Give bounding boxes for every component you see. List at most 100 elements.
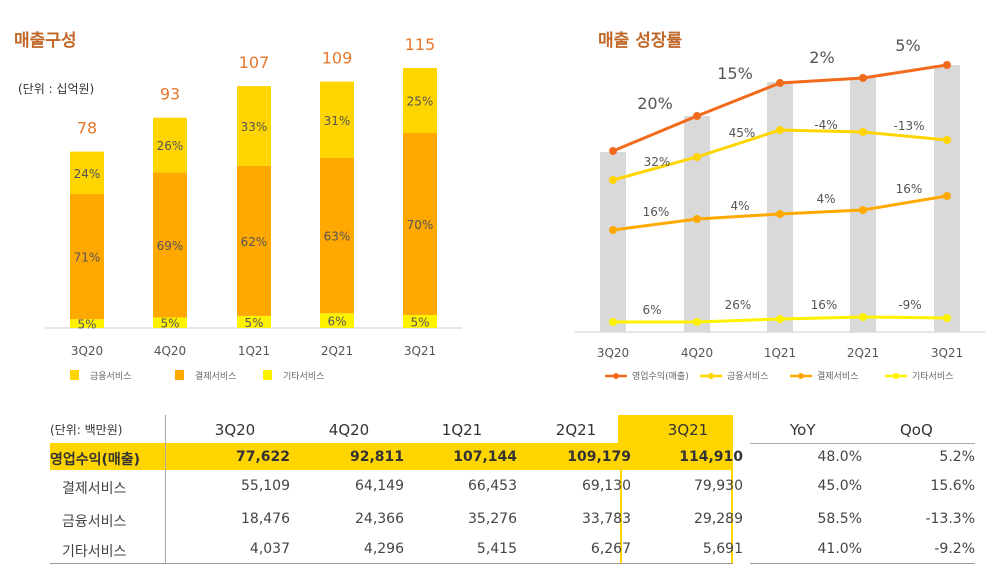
data-point [609, 147, 617, 155]
left-chart-unit: (단위 : 십억원) [18, 82, 95, 96]
bottom-rule [50, 563, 733, 564]
segment-label: 24% [74, 167, 101, 181]
growth-label: 16% [896, 182, 923, 196]
data-point [943, 314, 951, 322]
table-cell: 55,109 [241, 478, 290, 494]
right-chart-title: 매출 성장률 [598, 31, 683, 51]
x-tick-label: 4Q20 [154, 344, 186, 358]
segment-label: 26% [157, 139, 184, 153]
data-point [693, 215, 701, 223]
table-cell: 64,149 [355, 478, 404, 494]
growth-label: -4% [814, 118, 837, 132]
bar-segment [403, 68, 437, 133]
data-point [693, 153, 701, 161]
segment-label: 63% [324, 230, 351, 244]
data-point [943, 136, 951, 144]
qoq-cell: 5.2% [939, 449, 975, 465]
left-chart-title: 매출구성 [14, 31, 77, 51]
yoy-cell: 48.0% [817, 449, 862, 465]
legend-marker [613, 373, 619, 379]
segment-label: 6% [327, 315, 346, 329]
segment-label: 5% [244, 316, 263, 330]
segment-label: 5% [410, 316, 429, 330]
table-cell: 109,179 [567, 449, 631, 465]
qoq-cell: -9.2% [934, 541, 975, 557]
legend-label: 금융서비스 [727, 371, 768, 382]
data-point [859, 313, 867, 321]
table-cell: 18,476 [241, 511, 290, 527]
row-label: 기타서비스 [62, 544, 127, 560]
x-tick-label: 2Q21 [847, 346, 879, 360]
x-tick-label: 2Q21 [321, 344, 353, 358]
table-cell: 66,453 [468, 478, 517, 494]
data-point [776, 210, 784, 218]
legend-swatch [175, 370, 184, 380]
yoy-cell: 41.0% [817, 541, 862, 557]
table-cell: 107,144 [453, 449, 517, 465]
bar-segment [153, 117, 187, 173]
legend-marker [708, 373, 714, 379]
column-header: 1Q21 [441, 421, 483, 439]
total-label: 93 [160, 85, 180, 104]
data-point [943, 192, 951, 200]
yoy-cell: 45.0% [817, 478, 862, 494]
bar-segment [237, 165, 271, 316]
column-header: 3Q20 [214, 421, 256, 439]
data-point [776, 79, 784, 87]
data-point [609, 226, 617, 234]
growth-label: 5% [895, 36, 920, 55]
data-point [943, 61, 951, 69]
segment-label: 5% [77, 318, 96, 332]
highlight-border-left [620, 470, 622, 563]
revenue-bar [850, 78, 876, 332]
table-cell: 33,783 [582, 511, 631, 527]
segment-label: 33% [241, 120, 268, 134]
bar-segment [153, 172, 187, 318]
x-tick-label: 1Q21 [238, 344, 270, 358]
bar-segment [403, 315, 437, 328]
yoy-header: YoY [790, 421, 816, 439]
segment-label: 62% [241, 235, 268, 249]
bar-segment [70, 193, 104, 320]
bar-segment [153, 317, 187, 328]
growth-label: 16% [643, 205, 670, 219]
highlight-header [618, 415, 733, 443]
total-label: 78 [77, 119, 97, 138]
yoy-cell: 58.5% [817, 511, 862, 527]
table-cell: 114,910 [679, 449, 743, 465]
x-tick-label: 3Q21 [931, 346, 963, 360]
qoq-header: QoQ [900, 421, 933, 439]
x-tick-label: 3Q21 [404, 344, 436, 358]
data-point [859, 74, 867, 82]
total-label: 107 [239, 53, 270, 72]
row-label: 금융서비스 [62, 514, 127, 530]
bar-segment [237, 86, 271, 166]
legend-label: 영업수익(매출) [632, 370, 689, 382]
column-header: 2Q21 [555, 421, 597, 439]
data-point [609, 318, 617, 326]
legend-label: 기타서비스 [283, 371, 324, 382]
bar-segment [237, 315, 271, 328]
table-cell: 92,811 [349, 449, 404, 465]
legend-label: 기타서비스 [912, 371, 953, 382]
bar-segment [403, 133, 437, 315]
x-tick-label: 3Q20 [71, 344, 103, 358]
legend-marker [893, 373, 899, 379]
column-header: 3Q21 [667, 421, 709, 439]
table-cell: 79,930 [694, 478, 743, 494]
growth-label: -13% [893, 119, 924, 133]
growth-label: -9% [898, 298, 921, 312]
legend-label: 금융서비스 [90, 371, 131, 382]
segment-label: 25% [407, 95, 434, 109]
data-point [609, 176, 617, 184]
data-point [693, 112, 701, 120]
table-cell: 29,289 [694, 511, 743, 527]
legend-label: 결제서비스 [817, 371, 858, 382]
growth-label: 4% [730, 199, 749, 213]
row-label: 결제서비스 [62, 481, 127, 497]
growth-label: 15% [717, 64, 753, 83]
bar-segment [320, 157, 354, 314]
table-unit: (단위: 백만원) [50, 423, 123, 437]
highlight-row [50, 443, 733, 470]
growth-label: 16% [811, 298, 838, 312]
